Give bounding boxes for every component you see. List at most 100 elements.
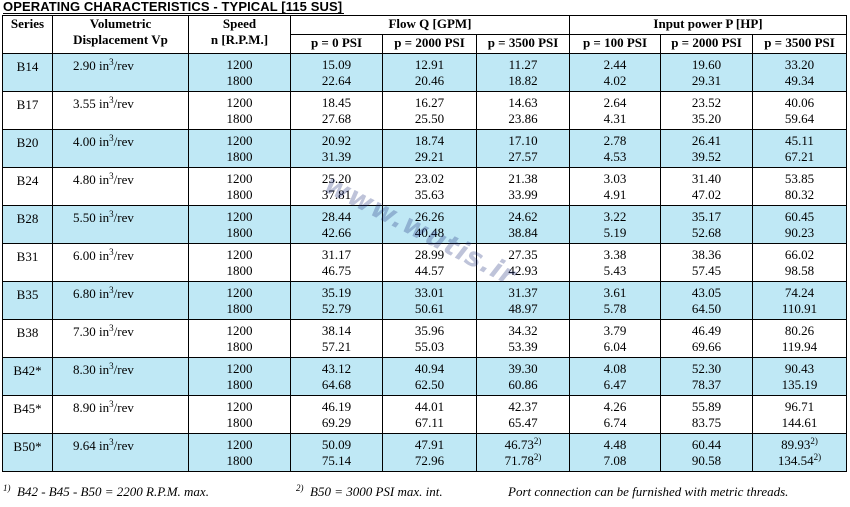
pow2000-cell: 43.05 64.50 (660, 281, 753, 320)
flow3500-value: 42.37 (508, 399, 538, 414)
pow100-cell: 4.26 6.74 (569, 395, 661, 434)
speed-value: 1200 (226, 437, 253, 452)
flow0-cell: 43.12 64.68 (290, 357, 383, 396)
series-label: B45* (13, 401, 42, 416)
flow0-cell: 20.92 31.39 (290, 129, 383, 168)
header-speed-line2: n [R.P.M.] (210, 32, 269, 47)
speed-cell: 1200 1800 (188, 91, 291, 130)
pow3500-cell: 66.02 98.58 (751, 243, 848, 282)
unit-base: in (99, 324, 110, 339)
displacement-value-group: 6.80 in3/rev (53, 282, 188, 302)
pow100-value: 3.38 (603, 247, 627, 262)
series-cell: B38 (2, 319, 53, 358)
displacement-value: 4.80 (73, 172, 96, 187)
pow100-line: 4.53 (570, 149, 660, 165)
unit-base: in (99, 210, 110, 225)
flow2000-value: 62.50 (414, 377, 445, 392)
pow2000-line: 83.75 (661, 415, 752, 431)
pow3500-value: 60.45 (784, 209, 815, 224)
pow100-value: 2.44 (603, 57, 627, 72)
displacement-value: 6.00 (73, 248, 96, 263)
displacement-value: 9.64 (73, 438, 96, 453)
pow100-value: 2.64 (603, 95, 627, 110)
unit-exponent: 3 (109, 399, 114, 409)
pow2000-value: 64.50 (691, 301, 722, 316)
flow2000-value: 12.91 (414, 57, 445, 72)
pow100-line: 4.31 (570, 111, 660, 127)
displacement-value-group: 7.30 in3/rev (53, 320, 188, 340)
flow2000-cell: 47.91 72.96 (382, 433, 477, 472)
displacement-value-group: 9.64 in3/rev (53, 434, 188, 454)
speed-cell: 1200 1800 (188, 243, 291, 282)
header-flow-0psi: p = 0 PSI (290, 34, 383, 54)
header-power-100psi: p = 100 PSI (569, 34, 661, 54)
table-row: B14 2.90 in3/rev 1200 1800 15.09 22.64 12.91 20… (2, 53, 848, 92)
displacement-value: 2.90 (73, 58, 96, 73)
flow2000-value: 67.11 (415, 415, 444, 430)
pow100-value: 4.26 (603, 399, 627, 414)
header-displacement: Volumetric Displacement Vp (52, 15, 189, 54)
header-displacement-line1: Volumetric (89, 16, 152, 31)
flow0-line: 69.29 (291, 415, 382, 431)
series-label: B31 (16, 249, 39, 264)
flow3500-line: 42.37 (477, 399, 569, 415)
displacement-value: 8.90 (73, 400, 96, 415)
pow2000-value: 57.45 (691, 263, 722, 278)
pow100-value: 3.22 (603, 209, 627, 224)
flow0-cell: 50.09 75.14 (290, 433, 383, 472)
operating-characteristics-table: Series Volumetric Displacement Vp Speed … (2, 15, 848, 472)
pow3500-line: 119.94 (753, 339, 846, 355)
pow2000-value: 46.49 (691, 323, 722, 338)
speed-value: 1200 (226, 399, 253, 414)
pow3500-line: 98.58 (753, 263, 846, 279)
flow2000-line: 35.96 (383, 323, 476, 339)
speed-value: 1800 (226, 187, 253, 202)
speed-value: 1800 (226, 453, 253, 468)
flow2000-line: 40.48 (383, 225, 476, 241)
pow3500-line: 66.02 (753, 247, 846, 263)
flow3500-line: 31.37 (477, 285, 569, 301)
pow100-line: 2.44 (570, 57, 660, 73)
pow3500-cell: 40.06 59.64 (751, 91, 848, 130)
table-row: B42* 8.30 in3/rev 1200 1800 43.12 64.68 40.94 6… (2, 357, 848, 396)
speed-value: 1200 (226, 361, 253, 376)
flow3500-cell: 11.27 18.82 (476, 53, 570, 92)
speed-value: 1200 (226, 57, 253, 72)
unit-suffix: /rev (113, 248, 134, 263)
flow3500-cell: 21.38 33.99 (476, 167, 570, 206)
pow3500-line: 90.43 (753, 361, 846, 377)
displacement-value-group: 4.80 in3/rev (53, 168, 188, 188)
flow0-value: 42.66 (321, 225, 352, 240)
pow100-value: 6.04 (603, 339, 627, 354)
flow0-value: 69.29 (321, 415, 352, 430)
pow100-cell: 3.61 5.78 (569, 281, 661, 320)
pow3500-value: 74.24 (784, 285, 815, 300)
pow3500-value: 110.91 (781, 301, 818, 316)
unit-base: in (99, 286, 110, 301)
unit-suffix: /rev (113, 172, 134, 187)
flow2000-line: 28.99 (383, 247, 476, 263)
unit-exponent: 3 (109, 437, 114, 447)
pow3500-line: 74.24 (753, 285, 846, 301)
displacement-cell: 5.50 in3/rev (52, 205, 189, 244)
flow3500-line: 27.57 (477, 149, 569, 165)
pow100-line: 4.02 (570, 73, 660, 89)
flow2000-line: 20.46 (383, 73, 476, 89)
pow100-cell: 3.22 5.19 (569, 205, 661, 244)
speed-value: 1800 (226, 301, 253, 316)
flow0-line: 46.75 (291, 263, 382, 279)
footnote-mark: 2) (533, 436, 542, 446)
flow2000-line: 23.02 (383, 171, 476, 187)
pow100-cell: 3.79 6.04 (569, 319, 661, 358)
pow3500-cell: 80.26 119.94 (751, 319, 848, 358)
flow0-value: 27.68 (321, 111, 352, 126)
pow2000-line: 57.45 (661, 263, 752, 279)
series-label: B38 (16, 325, 39, 340)
flow2000-line: 62.50 (383, 377, 476, 393)
displacement-cell: 9.64 in3/rev (52, 433, 189, 472)
flow3500-value: 71.78 (504, 453, 534, 468)
flow0-value: 43.12 (321, 361, 352, 376)
pow100-value: 4.02 (603, 73, 627, 88)
pow100-line: 3.22 (570, 209, 660, 225)
pow2000-line: 69.66 (661, 339, 752, 355)
